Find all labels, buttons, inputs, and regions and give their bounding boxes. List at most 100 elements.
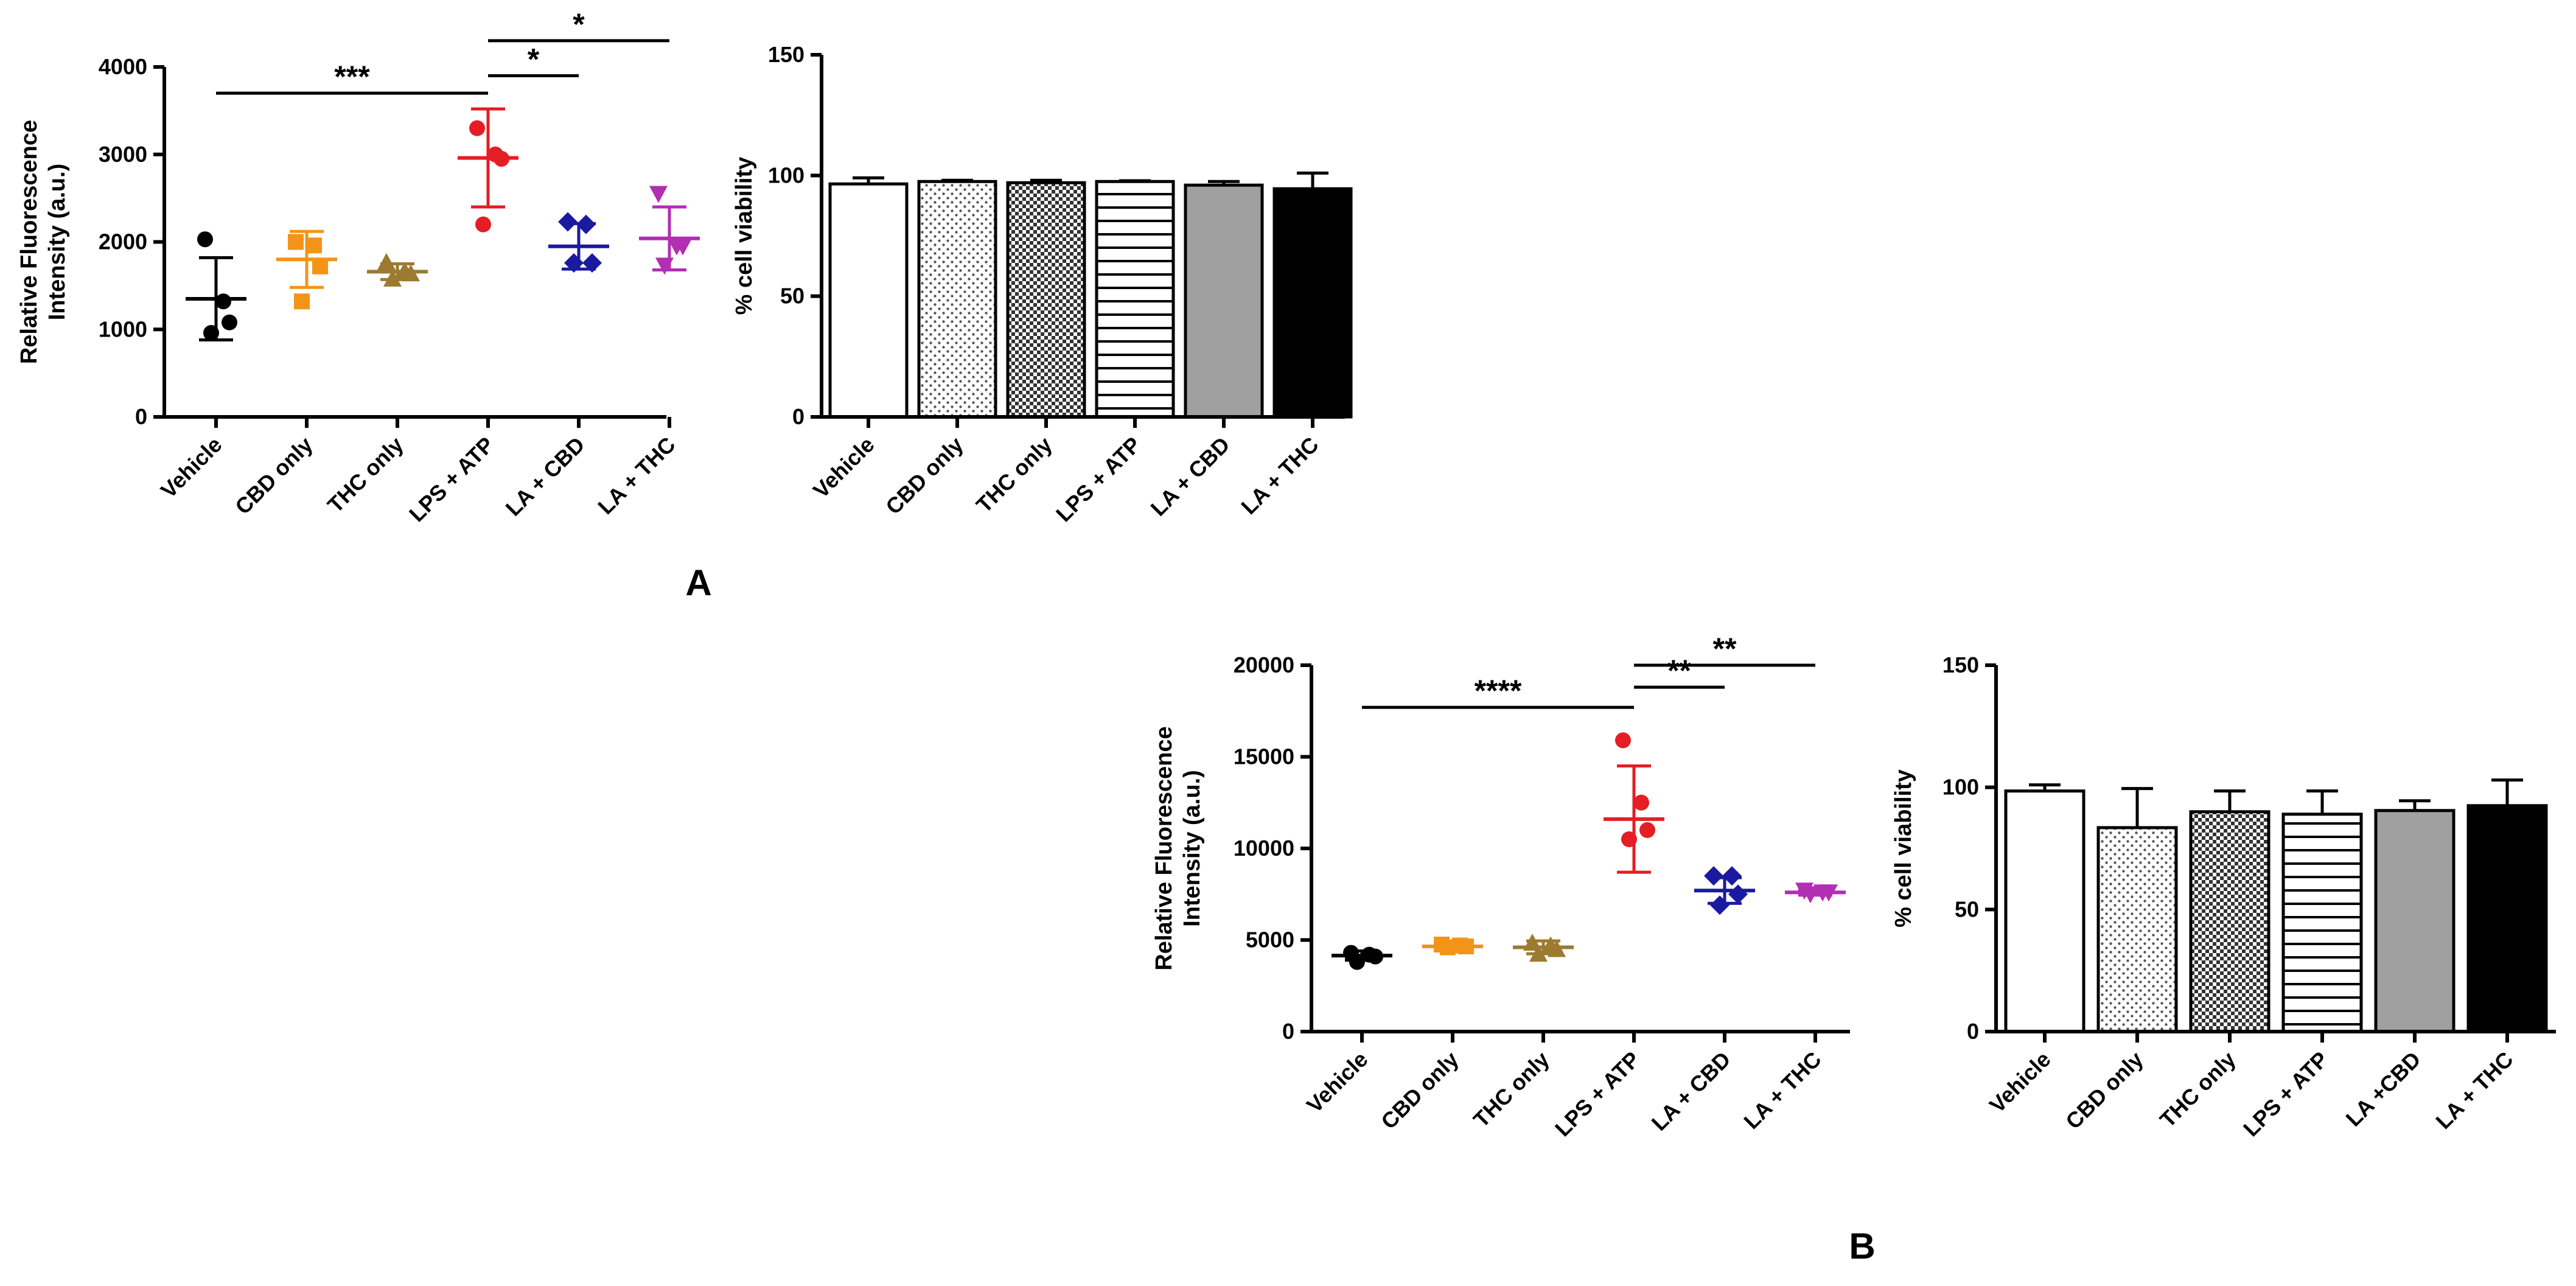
x-tick-label: LA + CBD bbox=[1146, 432, 1235, 521]
series-la-cbd bbox=[1694, 866, 1755, 915]
y-tick-label: 50 bbox=[1955, 896, 1979, 921]
bar-la-thc bbox=[1272, 187, 1353, 419]
x-tick-label: LA +CBD bbox=[2341, 1047, 2426, 1131]
x-tick-label: Vehicle bbox=[1984, 1047, 2056, 1118]
bar-vehicle bbox=[2004, 789, 2086, 1033]
y-tick-label: 0 bbox=[135, 404, 147, 429]
y-axis-title: % cell viability bbox=[1891, 769, 1916, 928]
x-tick-label: LA + CBD bbox=[501, 432, 590, 521]
y-axis-title: % cell viability bbox=[731, 157, 757, 315]
data-point bbox=[558, 212, 578, 232]
x-tick-label: Vehicle bbox=[808, 432, 879, 503]
x-tick-label: CBD only bbox=[881, 432, 968, 520]
series-vehicle bbox=[186, 231, 246, 341]
bar-cbd-only bbox=[2096, 826, 2178, 1033]
x-tick-label: LA + THC bbox=[1739, 1047, 1826, 1134]
chart-a-fluorescence: 0 1000 2000 3000 4000 Vehicle CBD only THC only… bbox=[16, 7, 700, 526]
x-tick-label: LA + THC bbox=[1236, 432, 1323, 519]
significance-label: * bbox=[528, 42, 540, 76]
x-tick-label: LA + CBD bbox=[1647, 1047, 1736, 1136]
y-tick-label: 150 bbox=[1942, 652, 1979, 677]
x-tick-label: LA + THC bbox=[2431, 1047, 2518, 1134]
data-point bbox=[377, 253, 396, 270]
bar-lps-atp bbox=[2281, 812, 2363, 1033]
x-tick-label: LPS + ATP bbox=[404, 432, 499, 527]
bar-lps-atp bbox=[1095, 180, 1175, 419]
x-tick-label: LPS + ATP bbox=[1051, 432, 1146, 527]
data-point bbox=[674, 238, 692, 256]
data-point bbox=[294, 293, 310, 310]
data-point bbox=[312, 258, 328, 274]
series-lps-atp bbox=[1604, 732, 1664, 874]
data-point bbox=[1710, 895, 1730, 915]
y-tick-label: 20000 bbox=[1234, 652, 1294, 677]
data-point bbox=[655, 257, 674, 275]
x-tick-label: LA + THC bbox=[593, 432, 680, 519]
significance-label: *** bbox=[334, 60, 370, 94]
x-tick-label: THC only bbox=[1468, 1047, 1554, 1133]
y-tick-label: 3000 bbox=[99, 142, 147, 167]
y-axis-title: Relative Fluorescence bbox=[16, 120, 42, 364]
x-tick-label: LPS + ATP bbox=[2238, 1047, 2333, 1142]
y-tick-label: 100 bbox=[1942, 775, 1979, 800]
series-la-cbd bbox=[548, 212, 609, 273]
series-la-thc bbox=[1785, 882, 1846, 904]
bar-la-cbd bbox=[1184, 183, 1264, 419]
x-tick-label: THC only bbox=[971, 432, 1057, 518]
x-tick-label: THC only bbox=[323, 432, 408, 518]
significance-label: * bbox=[573, 7, 585, 41]
series-la-thc bbox=[639, 186, 700, 275]
data-point bbox=[1633, 794, 1649, 811]
y-tick-label: 4000 bbox=[99, 54, 147, 79]
y-tick-label: 2000 bbox=[99, 229, 147, 254]
panel-label-a: A bbox=[685, 562, 711, 603]
y-tick-label: 5000 bbox=[1246, 928, 1294, 952]
bar-thc-only bbox=[1006, 181, 1086, 419]
y-tick-label: 150 bbox=[768, 42, 805, 67]
data-point bbox=[383, 269, 402, 287]
data-point bbox=[197, 231, 213, 248]
bar-la-cbd bbox=[2374, 809, 2456, 1033]
x-tick-label: CBD only bbox=[230, 432, 318, 520]
data-point bbox=[1529, 945, 1548, 962]
series-cbd-only bbox=[276, 229, 337, 310]
significance-label: **** bbox=[1475, 674, 1522, 708]
data-point bbox=[1722, 866, 1742, 886]
chart-b-fluorescence: 0 5000 10000 15000 20000 Vehicle CBD only THC o… bbox=[1151, 632, 1850, 1141]
data-point bbox=[469, 120, 485, 136]
y-axis-title: Relative Fluorescence bbox=[1151, 726, 1177, 970]
y-tick-label: 0 bbox=[1967, 1019, 1979, 1044]
data-point bbox=[576, 214, 596, 234]
bar-cbd-only bbox=[917, 180, 997, 419]
bar-vehicle bbox=[828, 182, 909, 419]
bar-la-thc bbox=[2466, 804, 2548, 1033]
series-thc-only bbox=[367, 253, 428, 287]
y-tick-label: 100 bbox=[768, 162, 805, 187]
bar-thc-only bbox=[2189, 810, 2271, 1033]
data-point bbox=[1349, 954, 1365, 970]
data-point bbox=[288, 234, 304, 250]
y-tick-label: 50 bbox=[780, 284, 805, 309]
significance-label: ** bbox=[1713, 632, 1737, 666]
data-point bbox=[649, 186, 668, 203]
data-point bbox=[1523, 934, 1541, 951]
x-tick-label: CBD only bbox=[2061, 1047, 2148, 1134]
y-tick-label: 0 bbox=[1282, 1019, 1294, 1044]
x-tick-label: CBD only bbox=[1376, 1047, 1464, 1134]
data-point bbox=[564, 253, 584, 273]
x-tick-label: Vehicle bbox=[156, 432, 227, 503]
series-lps-atp bbox=[458, 107, 518, 232]
data-point bbox=[1367, 948, 1383, 965]
series-thc-only bbox=[1513, 934, 1574, 962]
data-point bbox=[1458, 938, 1474, 955]
data-point bbox=[1704, 866, 1723, 886]
data-point bbox=[494, 150, 509, 167]
series-cbd-only bbox=[1422, 937, 1483, 956]
data-point bbox=[1801, 886, 1820, 904]
y-tick-label: 10000 bbox=[1234, 836, 1294, 861]
significance-label: ** bbox=[1667, 654, 1691, 688]
data-point bbox=[1440, 939, 1456, 956]
x-tick-label: Vehicle bbox=[1302, 1047, 1373, 1118]
